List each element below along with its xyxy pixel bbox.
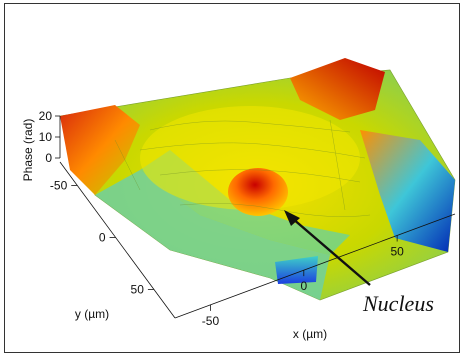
cell-body <box>140 106 360 210</box>
nucleus-arrow <box>291 217 371 286</box>
x-tick-label: 50 <box>390 244 404 258</box>
y-tick-label: 50 <box>131 282 145 296</box>
z-axis-label: Phase (rad) <box>21 119 35 182</box>
nucleus-arrowhead <box>284 210 300 226</box>
z-tick-label: 20 <box>39 109 53 123</box>
surface-texture <box>114 119 371 217</box>
nucleus-annotation: Nucleus <box>362 291 434 316</box>
z-tick-label: 0 <box>45 151 52 165</box>
x-axis-ticks: -50 0 50 <box>202 235 404 328</box>
y-axis-line <box>59 161 176 319</box>
nucleus-bump <box>228 168 288 216</box>
surface-left-peak <box>60 105 140 195</box>
y-tick-label: -50 <box>50 178 68 192</box>
y-axis-label: y (µm) <box>75 307 109 321</box>
surface-right-valley <box>360 130 455 252</box>
x-tick-label: -50 <box>202 314 220 328</box>
y-tick-label: 0 <box>99 230 106 244</box>
x-axis-label: x (µm) <box>293 327 327 341</box>
y-axis-ticks: -50 0 50 <box>50 178 154 296</box>
x-tick-label: 0 <box>300 279 307 293</box>
x-axis-line <box>174 213 456 319</box>
z-axis-ticks: 0 10 20 <box>39 109 60 165</box>
surface-lower-flank <box>95 170 330 300</box>
z-tick-label: 10 <box>39 130 53 144</box>
surface-topright-ridge <box>290 58 385 120</box>
